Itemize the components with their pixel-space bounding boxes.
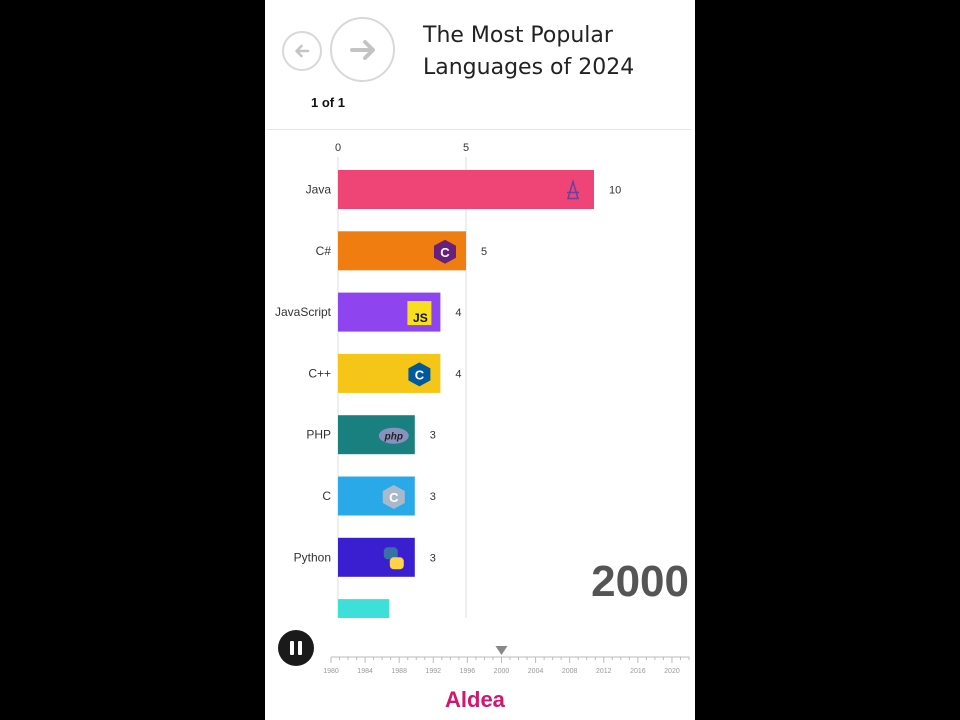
timeline-label: 1984: [357, 668, 373, 675]
bar-group: JavaScript 4 JS: [275, 292, 462, 332]
chart-panel: 1 of 1 The Most Popular Languages of 202…: [265, 0, 695, 720]
python-icon: [383, 547, 404, 570]
x-tick-label: 0: [335, 142, 341, 154]
timeline-label: 2000: [494, 668, 510, 675]
javascript-icon: JS: [407, 301, 432, 326]
timeline-label: 2012: [596, 668, 612, 675]
category-label: Java: [306, 183, 332, 197]
pause-icon: [290, 641, 294, 655]
value-label: 4: [455, 307, 461, 319]
timeline-background: [265, 618, 695, 720]
next-button[interactable]: [330, 17, 395, 82]
page-indicator: 1 of 1: [311, 95, 345, 110]
bar-group: PHP 3 php: [306, 415, 436, 455]
bar-group: Python 3: [294, 537, 436, 577]
svg-text:JS: JS: [413, 311, 428, 325]
svg-text:C: C: [440, 245, 450, 260]
category-label: C#: [316, 244, 332, 258]
c-icon: C: [382, 485, 405, 509]
category-label: PHP: [306, 428, 331, 442]
category-label: JavaScript: [275, 305, 332, 319]
timeline-handle[interactable]: [495, 646, 508, 655]
arrow-right-icon: [349, 39, 375, 60]
svg-text:php: php: [384, 432, 403, 443]
svg-text:C: C: [415, 367, 425, 382]
bar-group: Java 10: [306, 170, 621, 209]
header-divider: [267, 129, 691, 130]
bar-group: C++ 4 C: [308, 353, 462, 393]
timeline-label: 1992: [425, 668, 441, 675]
svg-text:C: C: [389, 490, 399, 505]
arrow-left-icon: [295, 44, 310, 58]
timeline-label: 1988: [391, 668, 407, 675]
category-label: C++: [308, 366, 331, 380]
previous-button[interactable]: [282, 31, 322, 71]
value-label: 3: [430, 491, 436, 503]
chart-title: The Most Popular Languages of 2024: [423, 23, 635, 80]
csharp-icon: C: [434, 239, 456, 264]
bar-group: C# 5 C: [316, 231, 487, 271]
value-label: 5: [481, 246, 487, 258]
category-label: Python: [294, 550, 331, 564]
cpp-icon: C: [408, 362, 431, 387]
timeline-label: 1980: [323, 668, 339, 675]
php-icon: php: [378, 427, 409, 444]
timeline-label: 1996: [460, 668, 476, 675]
bar-group: C 3 C: [322, 476, 436, 516]
category-label: C: [322, 489, 331, 503]
brand-logo: Aldea: [445, 687, 505, 712]
bar-java: [338, 170, 594, 209]
bar-python: [338, 537, 415, 577]
timeline-label: 2020: [664, 668, 680, 675]
timeline-label: 2004: [528, 668, 544, 675]
timeline-label: 2016: [630, 668, 646, 675]
value-label: 3: [430, 552, 436, 564]
value-label: 4: [455, 368, 461, 380]
value-label: 3: [430, 430, 436, 442]
current-year-label: 2000: [591, 557, 689, 606]
timeline-label: 2008: [562, 668, 578, 675]
value-label: 10: [609, 185, 621, 197]
pause-button[interactable]: [278, 630, 314, 666]
x-tick-label: 5: [463, 142, 469, 154]
bar-chart: 0 5 Java 10 C# 5 C JavaScript 4 JS C++ 4 C PHP 3 php C 3…: [265, 142, 695, 720]
java-icon: [566, 178, 580, 200]
